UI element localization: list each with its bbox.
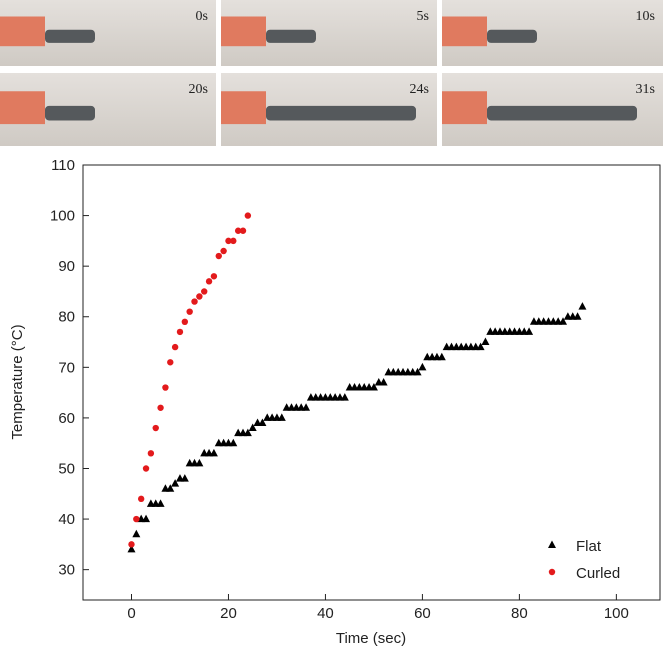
triangle-marker (573, 312, 582, 320)
circle-marker (225, 237, 232, 245)
triangle-marker (277, 413, 286, 421)
triangle-marker (559, 317, 568, 325)
circle-marker (142, 465, 150, 472)
triangle-marker (209, 448, 218, 457)
triangle-marker (195, 458, 204, 467)
circle-marker (133, 515, 140, 523)
sample (266, 105, 416, 121)
heater-block (221, 16, 266, 47)
x-tick-label: 100 (604, 605, 629, 622)
triangle-marker (418, 362, 427, 371)
triangle-marker (379, 378, 388, 386)
y-tick-label: 90 (58, 258, 75, 275)
circle-marker (220, 247, 227, 255)
y-tick-label: 50 (58, 460, 75, 477)
y-axis-title: Temperature (°C) (9, 324, 26, 439)
sample (45, 29, 95, 43)
x-tick-label: 80 (511, 605, 528, 622)
legend-marker (548, 540, 556, 548)
circle-marker (152, 424, 159, 432)
triangle-marker (437, 352, 446, 361)
triangle-marker (302, 403, 311, 411)
circle-marker (137, 495, 145, 503)
y-tick-label: 80 (58, 309, 75, 326)
triangle-marker (340, 393, 349, 401)
triangle-marker (258, 418, 267, 426)
x-tick-label: 20 (220, 605, 237, 622)
photo-label: 20s (189, 82, 208, 97)
heater-block (0, 16, 45, 47)
circle-marker (186, 308, 193, 315)
y-tick-label: 100 (50, 208, 75, 225)
triangle-marker (156, 499, 165, 507)
legend-label: Flat (576, 538, 602, 555)
triangle-marker (171, 479, 180, 487)
triangle-marker (127, 544, 136, 553)
y-tick-label: 60 (58, 410, 75, 427)
circle-marker (234, 227, 242, 234)
heater-block (442, 91, 487, 125)
photo-label: 31s (636, 82, 655, 97)
y-tick-label: 70 (58, 359, 75, 376)
triangle-marker (243, 428, 252, 437)
triangle-marker (142, 514, 151, 523)
sample (487, 105, 637, 121)
circle-marker (230, 237, 237, 245)
triangle-marker (413, 367, 422, 376)
circle-marker (244, 212, 252, 219)
circle-marker (239, 227, 247, 234)
heater-block (221, 91, 266, 125)
sample (45, 105, 95, 121)
triangle-marker (481, 337, 490, 346)
photo-label: 24s (410, 82, 429, 97)
plot-frame (82, 164, 661, 601)
y-tick-label: 40 (58, 511, 75, 528)
circle-marker (215, 252, 222, 260)
triangle-marker (476, 342, 485, 351)
legend-marker (548, 568, 556, 576)
x-tick-label: 0 (127, 605, 135, 622)
photo-label: 5s (417, 9, 429, 24)
legend-label: Curled (576, 565, 620, 582)
x-axis-title: Time (sec) (336, 630, 406, 647)
triangle-marker (578, 302, 587, 310)
photo-label: 10s (636, 9, 655, 24)
circle-marker (128, 541, 135, 548)
photo-label: 0s (196, 9, 208, 24)
circle-marker (176, 328, 184, 336)
triangle-marker (166, 484, 175, 492)
heater-block (0, 91, 45, 125)
photo-strip: 0s 5s 10s 20s 24s 31s (0, 0, 663, 146)
triangle-marker (229, 438, 238, 447)
y-tick-label: 110 (51, 157, 75, 174)
circle-marker (191, 298, 198, 305)
triangle-marker (180, 474, 189, 482)
circle-marker (181, 318, 189, 326)
circle-marker (147, 450, 155, 457)
triangle-marker (525, 327, 534, 335)
circle-marker (167, 359, 174, 366)
circle-marker (171, 343, 179, 351)
circle-marker (210, 273, 218, 280)
sample (487, 29, 537, 43)
x-tick-label: 60 (414, 605, 431, 622)
triangle-marker (369, 383, 378, 391)
triangle-marker (248, 423, 257, 432)
circle-marker (205, 278, 213, 285)
circle-marker (162, 384, 169, 391)
y-tick-label: 30 (58, 562, 75, 579)
triangle-marker (132, 529, 141, 538)
x-tick-label: 40 (317, 605, 334, 622)
circle-marker (201, 288, 208, 295)
circle-marker (157, 404, 164, 411)
heater-block (442, 16, 487, 47)
circle-marker (196, 293, 203, 300)
sample (266, 29, 316, 43)
